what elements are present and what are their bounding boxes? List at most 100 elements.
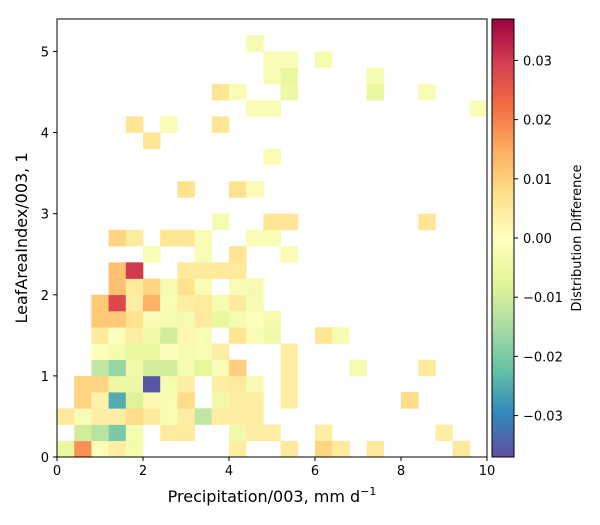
heatmap-cell [435,424,453,442]
colorbar-tick-label: −0.03 [523,410,563,425]
heatmap-cell [263,67,281,85]
heatmap-cell [177,408,195,425]
heatmap-cell [177,229,195,247]
heatmap-cell [125,343,144,360]
heatmap-cell [366,83,385,101]
heatmap-cell [246,424,264,442]
heatmap-cell [108,229,127,247]
heatmap-cell [315,424,333,442]
heatmap-cell [229,424,247,442]
heatmap-cell [280,392,299,409]
heatmap-cell [74,375,92,393]
heatmap-cell [177,392,195,409]
x-tick-label: 6 [311,464,319,479]
heatmap-cell [194,408,213,425]
heatmap-cell [194,246,213,263]
colorbar-tick-label: −0.01 [523,291,563,306]
y-axis-ticks: 0 1 2 3 4 5 [41,45,57,466]
heatmap-cell [229,440,247,458]
heatmap-cell [91,440,109,458]
heatmap-cell [263,213,281,231]
colorbar-tick-label: 0.01 [523,173,552,188]
heatmap-cell [177,359,195,377]
x-tick-label: 4 [225,464,233,479]
heatmap-cell [160,392,178,409]
heatmap-cell [263,229,281,247]
heatmap-cell [160,311,178,328]
heatmap-cell [108,408,127,425]
heatmap-cell [108,262,127,279]
heatmap-cell [401,392,419,409]
heatmap-cell [125,359,144,377]
colorbar-tick-label: 0.00 [523,232,552,247]
heatmap-cell [246,100,264,117]
colorbar-ticks: −0.03 −0.02 −0.01 0.00 0.01 0.02 0.03 [514,54,563,425]
heatmap-cell [125,229,144,247]
heatmap-cell [229,294,247,312]
heatmap-cell [315,327,333,344]
heatmap-cell [108,424,127,442]
plot-frame [56,18,488,458]
y-tick-label: 5 [41,45,49,60]
heatmap-cell [263,424,281,442]
heatmap-cell [280,246,299,263]
heatmap-cell [229,311,247,328]
heatmap-cell [91,408,109,425]
heatmap-cell [143,294,161,312]
heatmap-cell [177,278,195,296]
heatmap-cell [125,408,144,425]
heatmap-cell [280,359,299,377]
heatmap-cell [280,440,299,458]
heatmap-cell [211,311,230,328]
heatmap-cell [108,278,127,296]
heatmap-cell [194,278,213,296]
heatmap-cell [91,294,109,312]
heatmap-cell [91,311,109,328]
heatmap-cell [108,343,127,360]
heatmap-cell [246,229,264,247]
y-axis-label: LeafAreaIndex/003, 1 [12,152,31,323]
heatmap-cell [177,311,195,328]
heatmap-cell [125,311,144,328]
heatmap-cell [160,375,178,393]
heatmap-cell [246,392,264,409]
heatmap-cell [246,327,264,344]
heatmap-cell [211,343,230,360]
heatmap-cell [108,359,127,377]
heatmap-cell [418,83,436,101]
y-tick-label: 4 [41,127,49,142]
heatmap-cell [229,408,247,425]
heatmap-cell [177,375,195,393]
heatmap-cells [57,35,488,458]
x-axis-label-main: Precipitation/003, mm d [168,487,361,506]
heatmap-cell [125,424,144,442]
heatmap-cell [211,116,230,133]
x-tick-label: 2 [139,464,147,479]
heatmap-cell [418,359,436,377]
heatmap-cell [263,51,281,68]
heatmap-cell [160,294,178,312]
heatmap-cell [263,311,281,328]
heatmap-cell [194,359,213,377]
y-tick-label: 2 [41,289,49,304]
heatmap-cell [418,213,436,231]
x-tick-label: 0 [53,464,61,479]
y-tick-label: 0 [41,451,49,466]
heatmap-cell [211,294,230,312]
heatmap-cell [229,327,247,344]
heatmap-cell [143,408,161,425]
heatmap-cell [332,440,350,458]
heatmap-cell [91,343,109,360]
heatmap-cell [91,359,109,377]
colorbar-gradient [492,19,514,457]
colorbar-tick-label: 0.03 [523,54,552,69]
heatmap-cell [108,375,127,393]
heatmap-cell [229,181,247,198]
heatmap-cell [125,392,144,409]
heatmap-cell [125,278,144,296]
heatmap-cell [246,181,264,198]
heatmap-cell [160,359,178,377]
heatmap-cell [211,392,230,409]
heatmap-cell [366,67,385,85]
heatmap-cell [125,375,144,393]
